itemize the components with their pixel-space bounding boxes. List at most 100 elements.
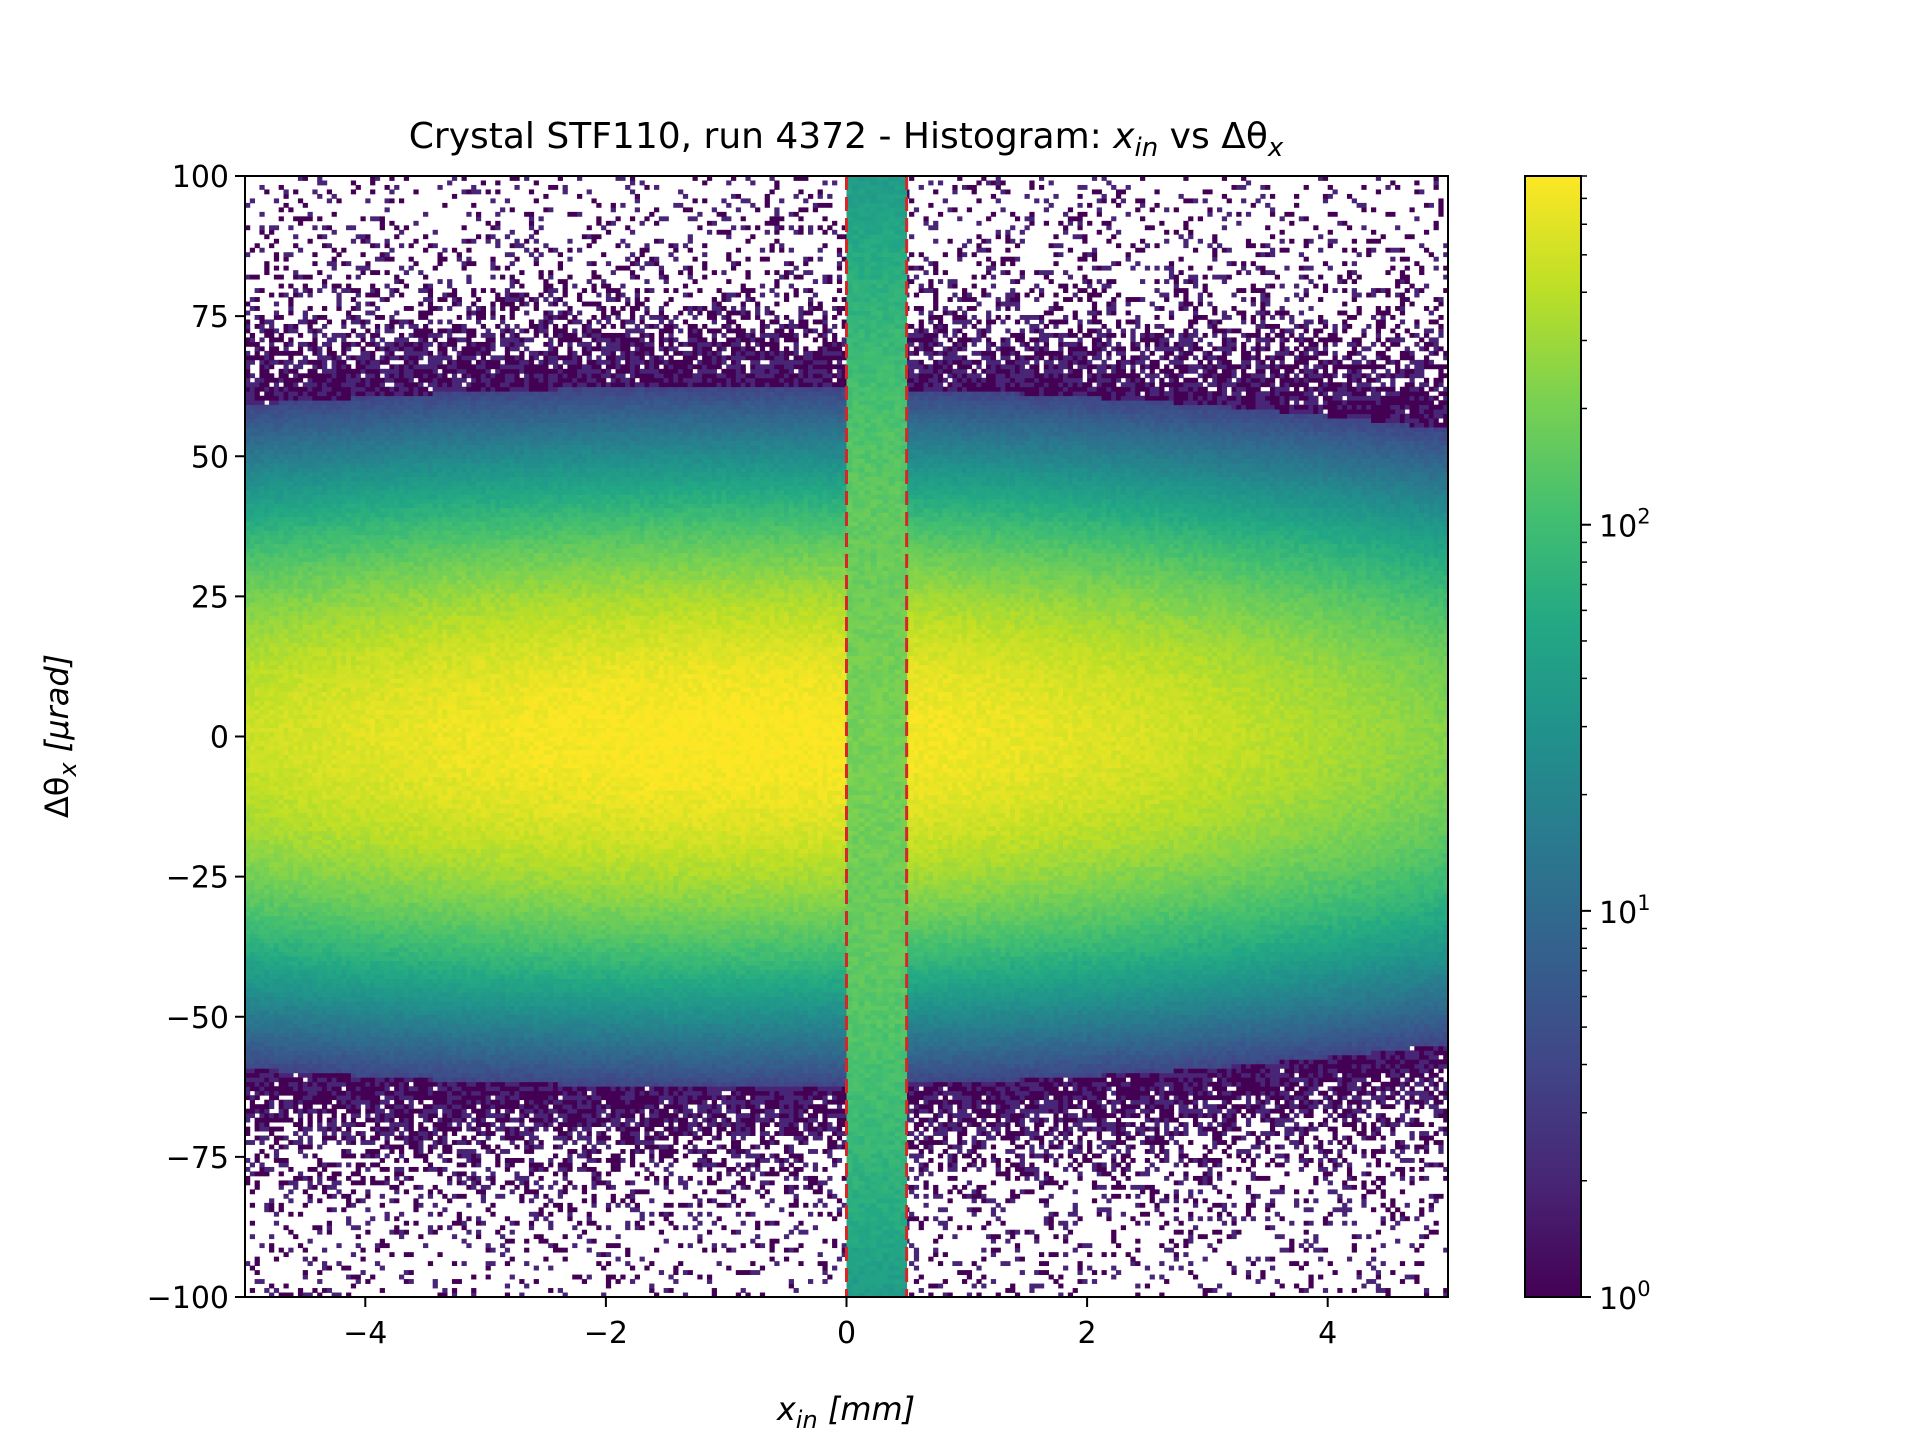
heatmap-cell (288, 988, 293, 993)
heatmap-cell (255, 777, 260, 782)
heatmap-cell (264, 1032, 269, 1037)
heatmap-cell (264, 862, 269, 867)
heatmap-cell (293, 526, 298, 531)
heatmap-cell (279, 1055, 284, 1060)
heatmap-cell (259, 893, 264, 898)
heatmap-cell (250, 598, 255, 603)
heatmap-cell (255, 346, 260, 351)
heatmap-cell (288, 517, 293, 522)
heatmap-cell (279, 1010, 284, 1015)
heatmap-cell (259, 701, 264, 706)
heatmap-cell (259, 898, 264, 903)
heatmap-cell (312, 503, 317, 508)
heatmap-cell (288, 1059, 293, 1064)
heatmap-cell (250, 584, 255, 589)
heatmap-cell (317, 1171, 322, 1176)
heatmap-cell (259, 212, 264, 217)
heatmap-cell (298, 723, 303, 728)
heatmap-cell (303, 1275, 308, 1280)
heatmap-cell (264, 1288, 269, 1293)
heatmap-cell (255, 907, 260, 912)
heatmap-cell (274, 1064, 279, 1069)
heatmap-cell (255, 1068, 260, 1073)
heatmap-cell (312, 1055, 317, 1060)
heatmap-cell (255, 1073, 260, 1078)
heatmap-cell (317, 862, 322, 867)
heatmap-cell (259, 768, 264, 773)
heatmap-cell (279, 1158, 284, 1163)
heatmap-cell (269, 230, 274, 235)
heatmap-cell (284, 880, 289, 885)
heatmap-cell (288, 786, 293, 791)
heatmap-cell (279, 562, 284, 567)
heatmap-cell (255, 974, 260, 979)
heatmap-cell (259, 427, 264, 432)
heatmap-cell (317, 589, 322, 594)
heatmap-cell (317, 754, 322, 759)
heatmap-cell (264, 355, 269, 360)
heatmap-cell (250, 669, 255, 674)
heatmap-cell (269, 580, 274, 585)
heatmap-cell (274, 813, 279, 818)
heatmap-cell (298, 714, 303, 719)
heatmap-cell (293, 423, 298, 428)
heatmap-cell (293, 557, 298, 562)
heatmap-cell (288, 804, 293, 809)
heatmap-cell (284, 427, 289, 432)
heatmap-cell (322, 1248, 327, 1253)
heatmap-cell (317, 970, 322, 975)
heatmap-cell (317, 795, 322, 800)
heatmap-cell (255, 521, 260, 526)
heatmap-cell (284, 813, 289, 818)
heatmap-cell (269, 1113, 274, 1118)
heatmap-cell (250, 714, 255, 719)
heatmap-cell (308, 723, 313, 728)
heatmap-cell (303, 521, 308, 526)
heatmap-cell (264, 463, 269, 468)
heatmap-cell (303, 804, 308, 809)
heatmap-cell (255, 817, 260, 822)
heatmap-cell (284, 777, 289, 782)
heatmap-cell (284, 566, 289, 571)
heatmap-cell (303, 387, 308, 392)
heatmap-cell (288, 660, 293, 665)
heatmap-cell (308, 557, 313, 562)
heatmap-cell (293, 436, 298, 441)
heatmap-cell (264, 598, 269, 603)
heatmap-cell (279, 351, 284, 356)
heatmap-cell (274, 723, 279, 728)
heatmap-cell (264, 1006, 269, 1011)
heatmap-cell (298, 929, 303, 934)
heatmap-cell (250, 490, 255, 495)
heatmap-cell (250, 884, 255, 889)
heatmap-cell (312, 822, 317, 827)
heatmap-cell (298, 1145, 303, 1150)
heatmap-cell (288, 683, 293, 688)
heatmap-cell (274, 687, 279, 692)
heatmap-cell (274, 1023, 279, 1028)
heatmap-cell (279, 965, 284, 970)
heatmap-cell (317, 947, 322, 952)
heatmap-cell (274, 611, 279, 616)
heatmap-cell (322, 1127, 327, 1132)
heatmap-cell (317, 732, 322, 737)
heatmap-cell (264, 938, 269, 943)
heatmap-cell (312, 1001, 317, 1006)
heatmap-cell (255, 732, 260, 737)
heatmap-cell (264, 530, 269, 535)
heatmap-cell (288, 1167, 293, 1172)
heatmap-cell (264, 853, 269, 858)
heatmap-cell (274, 943, 279, 948)
heatmap-cell (293, 723, 298, 728)
heatmap-cell (308, 867, 313, 872)
heatmap-cell (259, 817, 264, 822)
heatmap-cell (288, 1248, 293, 1253)
heatmap-cell (317, 503, 322, 508)
heatmap-cell (317, 638, 322, 643)
heatmap-cell (312, 952, 317, 957)
heatmap-cell (259, 396, 264, 401)
heatmap-cell (308, 467, 313, 472)
heatmap-cell (308, 494, 313, 499)
heatmap-cell (288, 925, 293, 930)
heatmap-cell (250, 400, 255, 405)
